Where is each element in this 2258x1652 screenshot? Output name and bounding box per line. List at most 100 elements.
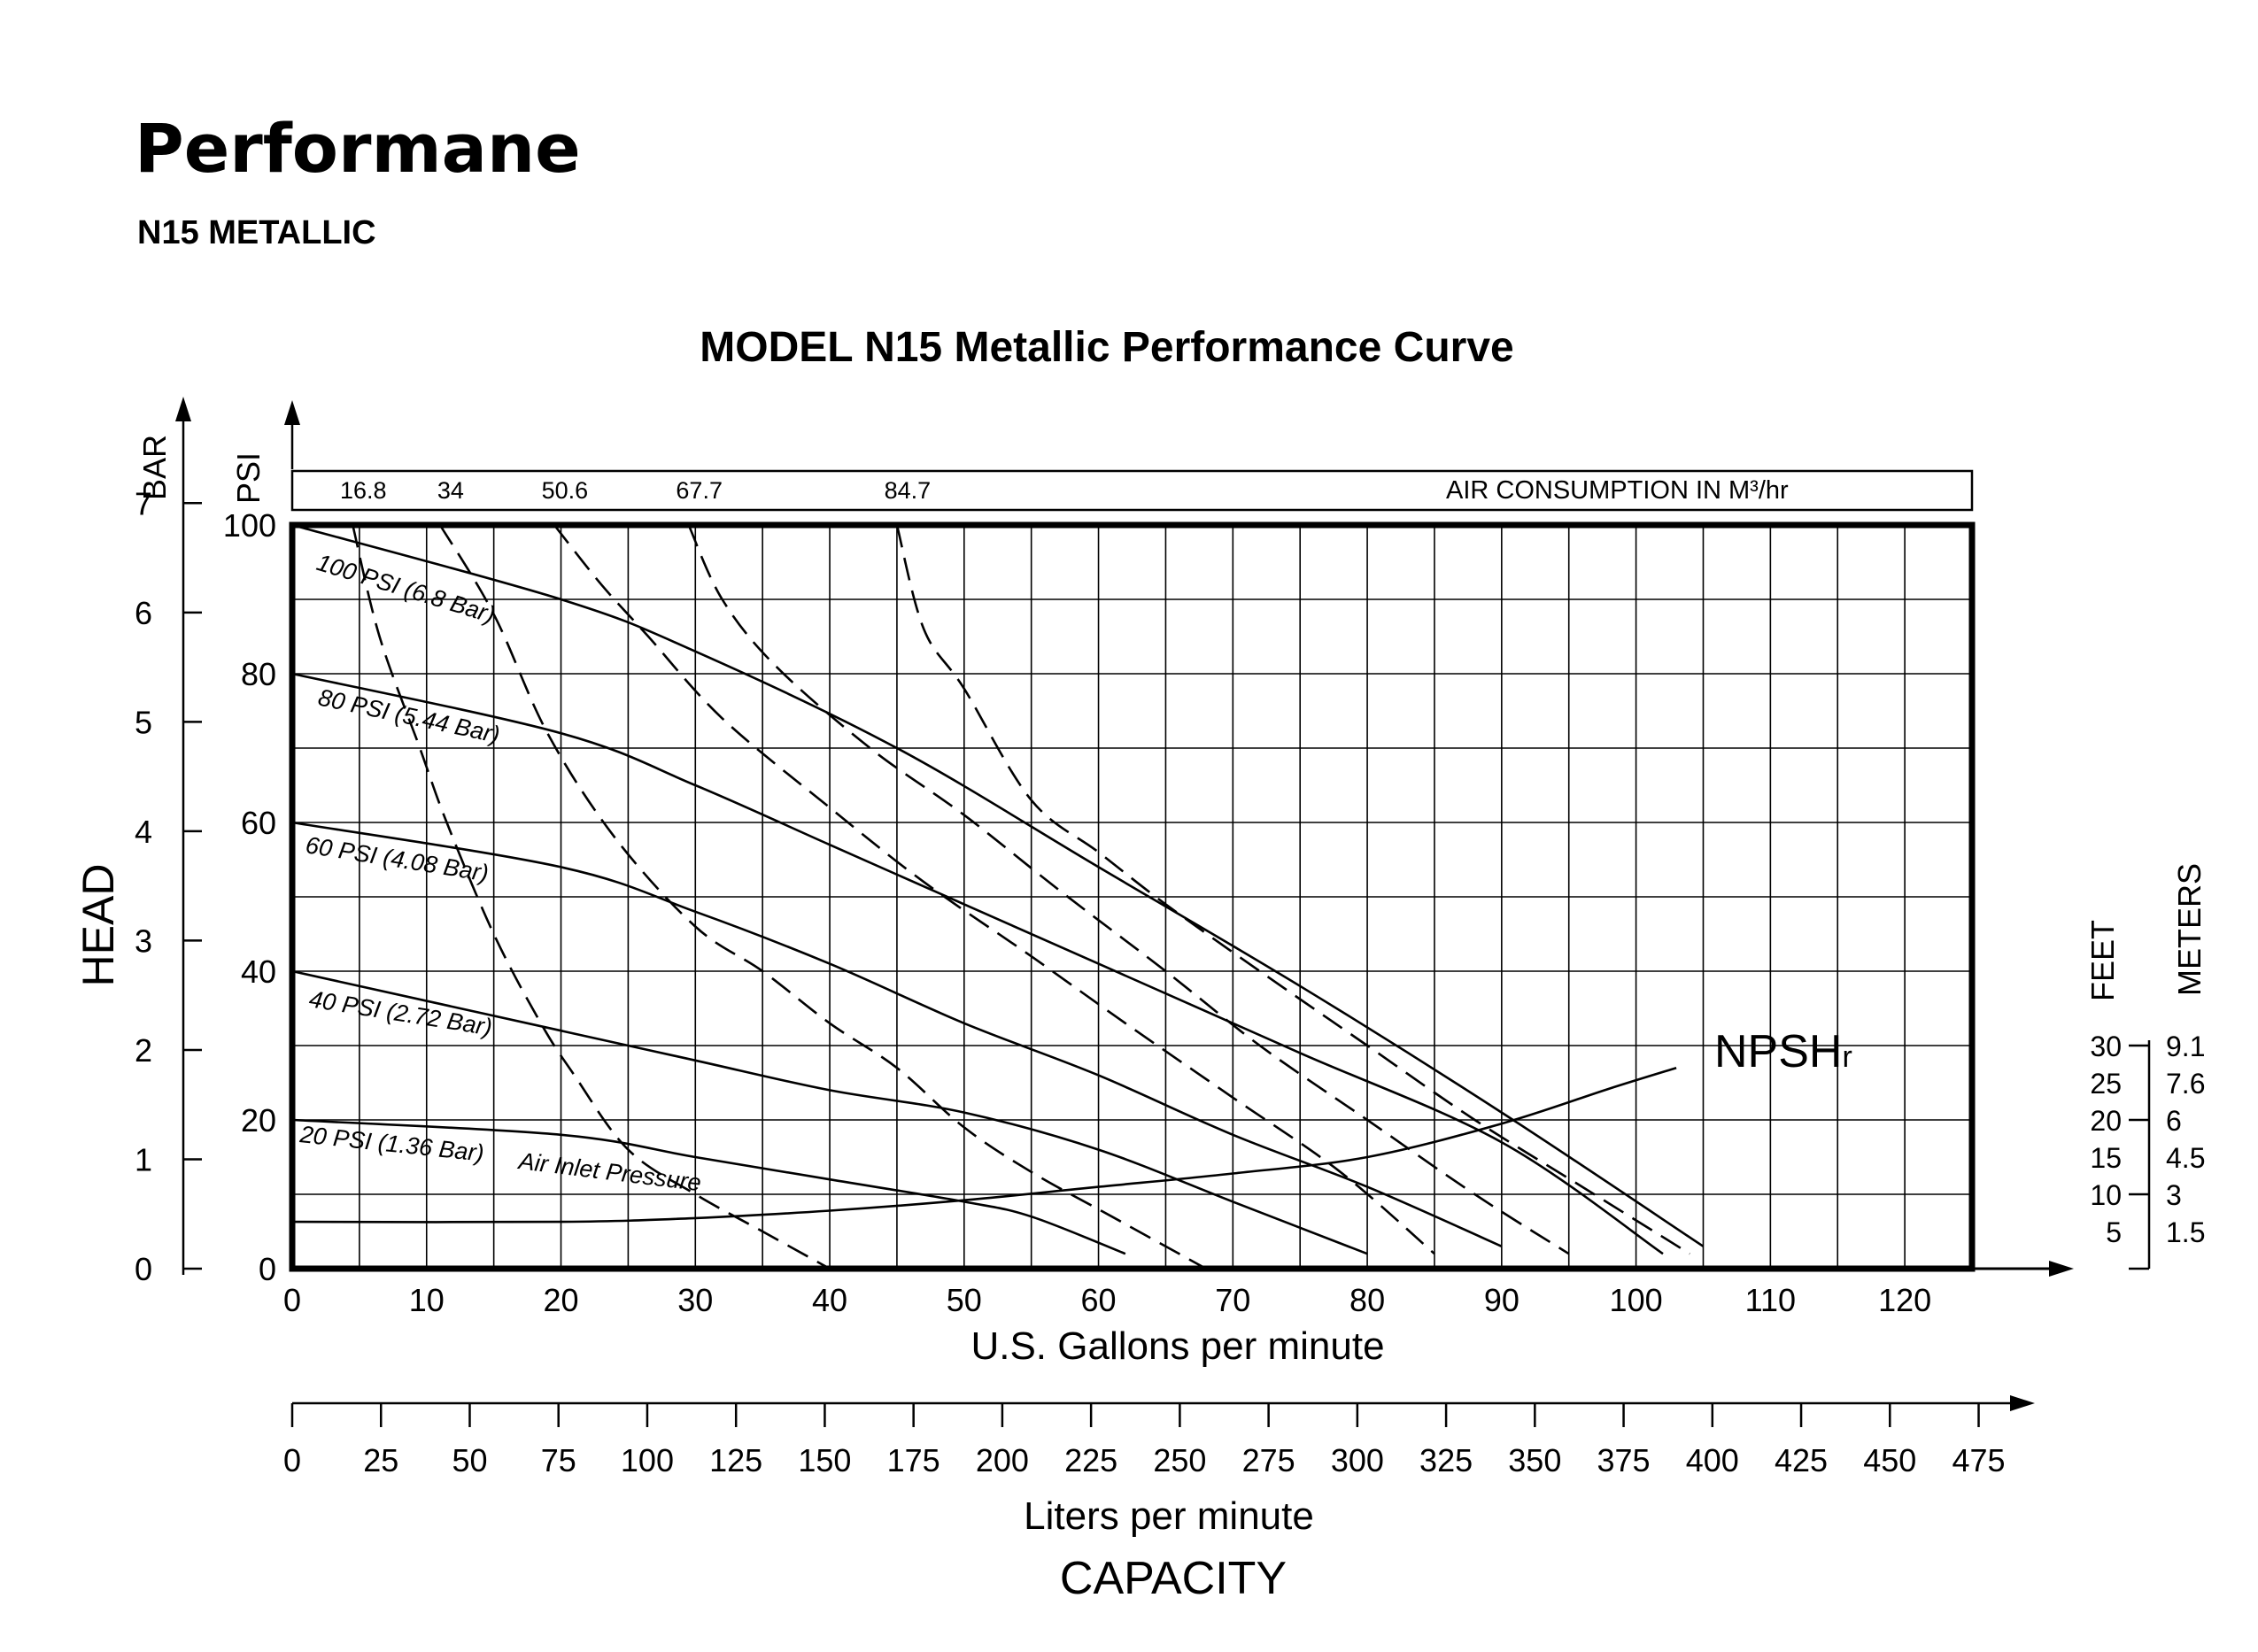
psi-tick-label: 80 bbox=[241, 656, 276, 692]
y-axis-head-label: HEAD bbox=[73, 864, 123, 987]
psi-tick-label: 20 bbox=[241, 1102, 276, 1139]
lpm-tick-label: 100 bbox=[621, 1442, 674, 1478]
lpm-axis bbox=[292, 1395, 2035, 1411]
series-curve-50-6 bbox=[553, 524, 1435, 1255]
npsh-feet-tick: 10 bbox=[2090, 1179, 2122, 1211]
bar-tick-label: 2 bbox=[135, 1032, 152, 1069]
x-tick-label: 0 bbox=[283, 1282, 301, 1318]
chart-title: MODEL N15 Metallic Performance Curve bbox=[700, 324, 1513, 371]
lpm-tick-label: 225 bbox=[1064, 1442, 1117, 1478]
grid bbox=[292, 525, 1972, 1269]
bar-tick-label: 6 bbox=[135, 595, 152, 631]
lpm-tick-label: 25 bbox=[363, 1442, 398, 1478]
x-axis-arrow bbox=[1972, 1261, 2074, 1277]
x-tick-label: 60 bbox=[1081, 1282, 1117, 1318]
air-consumption-tick: 16.8 bbox=[340, 477, 387, 504]
air-consumption-tick: 34 bbox=[437, 477, 464, 504]
air-consumption-label: AIR CONSUMPTION IN M³/hr bbox=[1446, 476, 1789, 505]
x-tick-label: 70 bbox=[1215, 1282, 1250, 1318]
lpm-tick-label: 50 bbox=[452, 1442, 487, 1478]
lpm-tick-label: 400 bbox=[1686, 1442, 1739, 1478]
series-curve-40-psi-2-72-bar bbox=[291, 969, 1368, 1255]
bar-tick-label: 4 bbox=[135, 814, 152, 850]
bar-tick-label: 7 bbox=[135, 485, 152, 521]
page-title: Performane bbox=[135, 109, 581, 188]
series-curve-80-psi-5-44-bar bbox=[291, 672, 1664, 1255]
lpm-tick-label: 250 bbox=[1153, 1442, 1206, 1478]
npsh-feet-tick: 30 bbox=[2090, 1031, 2122, 1062]
lpm-tick-label: 350 bbox=[1508, 1442, 1561, 1478]
psi-tick-label: 40 bbox=[241, 953, 276, 990]
npsh-feet-tick: 25 bbox=[2090, 1068, 2122, 1100]
x-tick-label: 10 bbox=[409, 1282, 445, 1318]
series-curve-20-psi-1-36-bar bbox=[291, 1118, 1126, 1255]
lpm-tick-label: 0 bbox=[283, 1442, 301, 1478]
lpm-axis-label: Liters per minute bbox=[1024, 1494, 1314, 1538]
npsh-meters-tick: 6 bbox=[2166, 1105, 2182, 1137]
x-axis-label: U.S. Gallons per minute bbox=[970, 1324, 1384, 1368]
npsh-meters-label: METERS bbox=[2171, 863, 2208, 996]
curve-label-40-psi: 40 PSI (2.72 Bar) bbox=[307, 985, 494, 1040]
page-subtitle: N15 METALLIC bbox=[137, 214, 376, 251]
series-curve-npshr bbox=[291, 1066, 1677, 1224]
series-curve-67-7 bbox=[687, 524, 1570, 1255]
lpm-tick-label: 325 bbox=[1419, 1442, 1473, 1478]
y-axis-bar-label: BAR bbox=[136, 435, 173, 500]
series-curve-100-psi-6-8-bar bbox=[291, 523, 1705, 1247]
x-tick-label: 30 bbox=[677, 1282, 713, 1318]
air-consumption-tick: 84.7 bbox=[885, 477, 932, 504]
x-tick-label: 120 bbox=[1878, 1282, 1931, 1318]
npsh-meters-tick: 4.5 bbox=[2166, 1142, 2205, 1174]
psi-axis bbox=[284, 400, 300, 469]
plot-border bbox=[289, 521, 1976, 1272]
npsh-feet-tick: 15 bbox=[2090, 1142, 2122, 1174]
bar-tick-label: 3 bbox=[135, 922, 152, 959]
x-tick-label: 100 bbox=[1610, 1282, 1663, 1318]
psi-tick-label: 0 bbox=[259, 1251, 276, 1287]
series-curve-34 bbox=[438, 524, 1207, 1270]
air-consumption-box bbox=[290, 469, 1974, 512]
bar-axis bbox=[175, 397, 191, 1275]
series-curve-16-8 bbox=[352, 524, 831, 1270]
lpm-tick-label: 475 bbox=[1952, 1442, 2005, 1478]
npsh-feet-tick: 5 bbox=[2106, 1216, 2122, 1248]
x-tick-label: 80 bbox=[1349, 1282, 1385, 1318]
lpm-tick-label: 125 bbox=[709, 1442, 762, 1478]
lpm-tick-label: 275 bbox=[1242, 1442, 1295, 1478]
lpm-tick-label: 375 bbox=[1597, 1442, 1651, 1478]
x-tick-label: 20 bbox=[543, 1282, 578, 1318]
lpm-tick-label: 175 bbox=[887, 1442, 940, 1478]
lpm-tick-label: 75 bbox=[541, 1442, 576, 1478]
lpm-tick-label: 300 bbox=[1331, 1442, 1384, 1478]
air-consumption-tick: 50.6 bbox=[542, 477, 589, 504]
series-curve-60-psi-4-08-bar bbox=[291, 821, 1503, 1247]
npsh-feet-tick: 20 bbox=[2090, 1105, 2122, 1137]
x-tick-label: 40 bbox=[812, 1282, 847, 1318]
psi-tick-label: 60 bbox=[241, 805, 276, 841]
npsh-label: NPSHr bbox=[1714, 1026, 1852, 1077]
capacity-label: CAPACITY bbox=[1060, 1553, 1287, 1604]
bar-tick-label: 5 bbox=[135, 704, 152, 740]
lpm-tick-label: 200 bbox=[976, 1442, 1029, 1478]
x-tick-label: 90 bbox=[1484, 1282, 1520, 1318]
air-consumption-tick: 67.7 bbox=[676, 477, 723, 504]
x-tick-label: 50 bbox=[947, 1282, 982, 1318]
psi-tick-label: 100 bbox=[223, 507, 276, 544]
series-curve-84-7 bbox=[895, 524, 1690, 1255]
curve-label-100-psi: 100 PSI (6.8 Bar) bbox=[313, 549, 498, 629]
npsh-meters-tick: 7.6 bbox=[2166, 1068, 2205, 1100]
bar-tick-label: 0 bbox=[135, 1251, 152, 1287]
npsh-meters-tick: 9.1 bbox=[2166, 1031, 2205, 1062]
x-tick-label: 110 bbox=[1745, 1282, 1796, 1318]
npsh-meters-tick: 1.5 bbox=[2166, 1216, 2205, 1248]
lpm-tick-label: 150 bbox=[798, 1442, 851, 1478]
npsh-feet-label: FEET bbox=[2084, 920, 2121, 1001]
curve-label-80-psi: 80 PSI (5.44 Bar) bbox=[316, 684, 502, 749]
npsh-meters-tick: 3 bbox=[2166, 1179, 2182, 1211]
y-axis-psi-label: PSI bbox=[230, 452, 267, 504]
lpm-tick-label: 425 bbox=[1775, 1442, 1828, 1478]
air-inlet-pressure-label: Air Inlet Pressure bbox=[515, 1147, 702, 1196]
bar-tick-label: 1 bbox=[135, 1141, 152, 1177]
lpm-tick-label: 450 bbox=[1863, 1442, 1916, 1478]
